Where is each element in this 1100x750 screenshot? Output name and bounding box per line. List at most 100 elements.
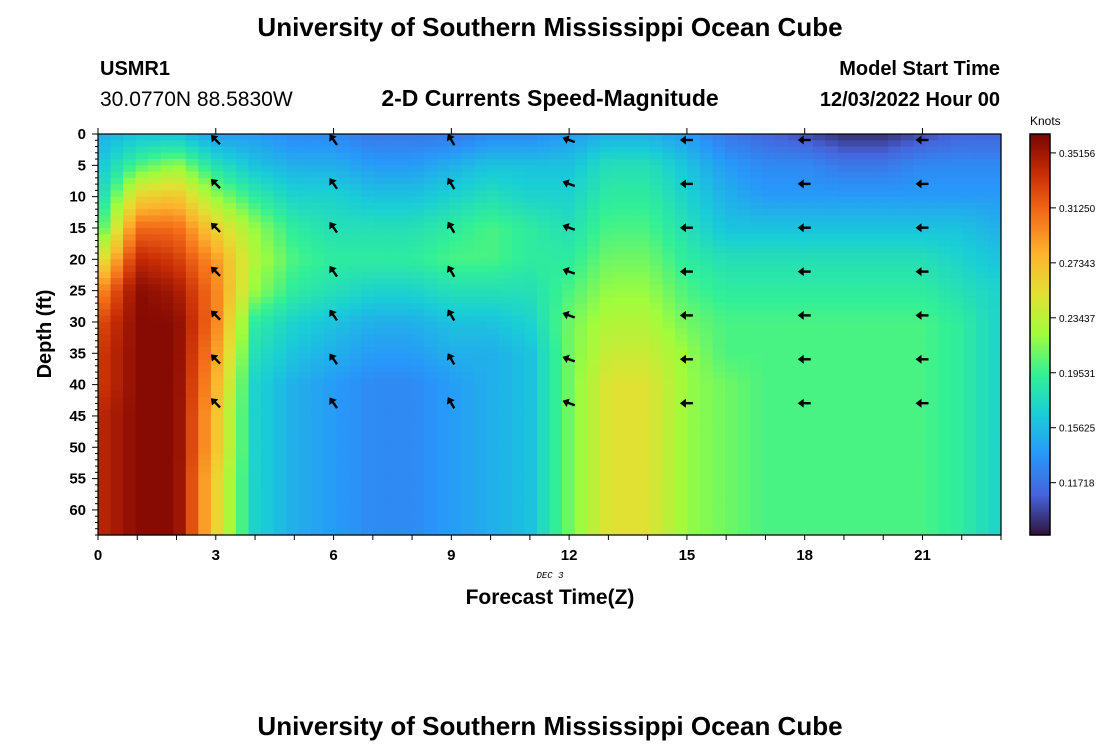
- heatmap-cell: [436, 177, 450, 185]
- heatmap-cell: [148, 378, 162, 386]
- heatmap-cell: [185, 271, 199, 279]
- heatmap-cell: [850, 528, 864, 536]
- heatmap-cell: [436, 171, 450, 179]
- heatmap-cell: [975, 159, 990, 166]
- heatmap-cell: [273, 315, 287, 323]
- heatmap-cell: [725, 253, 739, 260]
- heatmap-cell: [436, 472, 450, 480]
- heatmap-cell: [323, 334, 337, 342]
- heatmap-cell: [787, 372, 801, 379]
- heatmap-cell: [173, 146, 187, 154]
- heatmap-cell: [800, 353, 814, 361]
- heatmap-cell: [624, 177, 638, 185]
- heatmap-cell: [261, 415, 275, 423]
- heatmap-cell: [173, 353, 187, 361]
- heatmap-cell: [235, 503, 250, 511]
- heatmap-cell: [235, 284, 250, 292]
- heatmap-cell: [975, 378, 990, 386]
- heatmap-cell: [963, 390, 977, 398]
- heatmap-cell: [273, 522, 287, 530]
- heatmap-cell: [223, 202, 237, 210]
- heatmap-cell: [524, 466, 538, 473]
- heatmap-cell: [913, 347, 927, 354]
- heatmap-cell: [173, 234, 187, 242]
- heatmap-cell: [812, 278, 827, 285]
- heatmap-cell: [900, 491, 914, 499]
- heatmap-cell: [123, 259, 137, 267]
- current-vector-arrow: [915, 135, 929, 145]
- heatmap-cell: [549, 334, 563, 342]
- heatmap-cell: [624, 347, 638, 354]
- heatmap-cell: [599, 478, 613, 486]
- heatmap-cell: [913, 340, 927, 348]
- heatmap-cell: [812, 253, 827, 260]
- heatmap-cell: [737, 234, 751, 242]
- heatmap-cell: [373, 202, 388, 210]
- heatmap-cell: [925, 509, 939, 517]
- heatmap-cell: [875, 165, 889, 173]
- heatmap-cell: [286, 152, 300, 160]
- heatmap-cell: [424, 428, 438, 436]
- heatmap-cell: [599, 484, 613, 492]
- heatmap-cell: [373, 459, 388, 467]
- heatmap-cell: [536, 478, 551, 486]
- heatmap-cell: [536, 209, 551, 217]
- heatmap-cell: [737, 177, 751, 185]
- heatmap-cell: [248, 459, 262, 467]
- heatmap-cell: [812, 309, 827, 317]
- heatmap-cell: [424, 397, 438, 405]
- heatmap-cell: [725, 372, 739, 379]
- heatmap-cell: [135, 165, 149, 173]
- heatmap-cell: [875, 334, 889, 342]
- heatmap-cell: [963, 259, 977, 267]
- heatmap-cell: [925, 459, 939, 467]
- heatmap-cell: [424, 177, 438, 185]
- heatmap-cell: [449, 196, 463, 204]
- heatmap-cell: [273, 284, 287, 292]
- heatmap-cell: [210, 503, 225, 511]
- heatmap-cell: [913, 378, 927, 386]
- heatmap-cell: [637, 353, 651, 361]
- heatmap-cell: [511, 253, 526, 260]
- heatmap-cell: [649, 409, 663, 417]
- heatmap-cell: [110, 409, 124, 417]
- heatmap-cell: [700, 146, 714, 154]
- heatmap-cell: [599, 134, 613, 141]
- heatmap-cell: [825, 441, 839, 448]
- heatmap-cell: [373, 309, 388, 317]
- heatmap-cell: [612, 478, 626, 486]
- heatmap-cell: [486, 478, 500, 486]
- heatmap-cell: [950, 303, 964, 311]
- heatmap-cell: [737, 397, 751, 405]
- current-vector-arrow: [915, 267, 929, 277]
- heatmap-cell: [587, 253, 601, 260]
- heatmap-cell: [750, 303, 764, 311]
- heatmap-cell: [725, 240, 739, 248]
- heatmap-cell: [875, 403, 889, 411]
- heatmap-cell: [148, 321, 162, 329]
- heatmap-cell: [474, 353, 488, 361]
- heatmap-cell: [449, 472, 463, 480]
- heatmap-cell: [499, 321, 513, 329]
- heatmap-cell: [524, 146, 538, 154]
- heatmap-cell: [712, 253, 726, 260]
- heatmap-cell: [975, 253, 990, 260]
- heatmap-cell: [562, 428, 576, 436]
- heatmap-cell: [587, 447, 601, 455]
- heatmap-cell: [775, 528, 789, 536]
- heatmap-cell: [562, 384, 576, 392]
- heatmap-cell: [850, 246, 864, 254]
- heatmap-cell: [411, 165, 425, 173]
- heatmap-cell: [361, 347, 375, 354]
- heatmap-cell: [336, 196, 350, 204]
- heatmap-cell: [863, 459, 877, 467]
- heatmap-cell: [123, 347, 137, 354]
- heatmap-cell: [562, 146, 576, 154]
- heatmap-cell: [875, 134, 889, 141]
- heatmap-cell: [925, 347, 939, 354]
- heatmap-cell: [474, 528, 488, 536]
- heatmap-cell: [298, 466, 312, 473]
- heatmap-cell: [925, 240, 939, 248]
- heatmap-cell: [587, 522, 601, 530]
- heatmap-cell: [725, 491, 739, 499]
